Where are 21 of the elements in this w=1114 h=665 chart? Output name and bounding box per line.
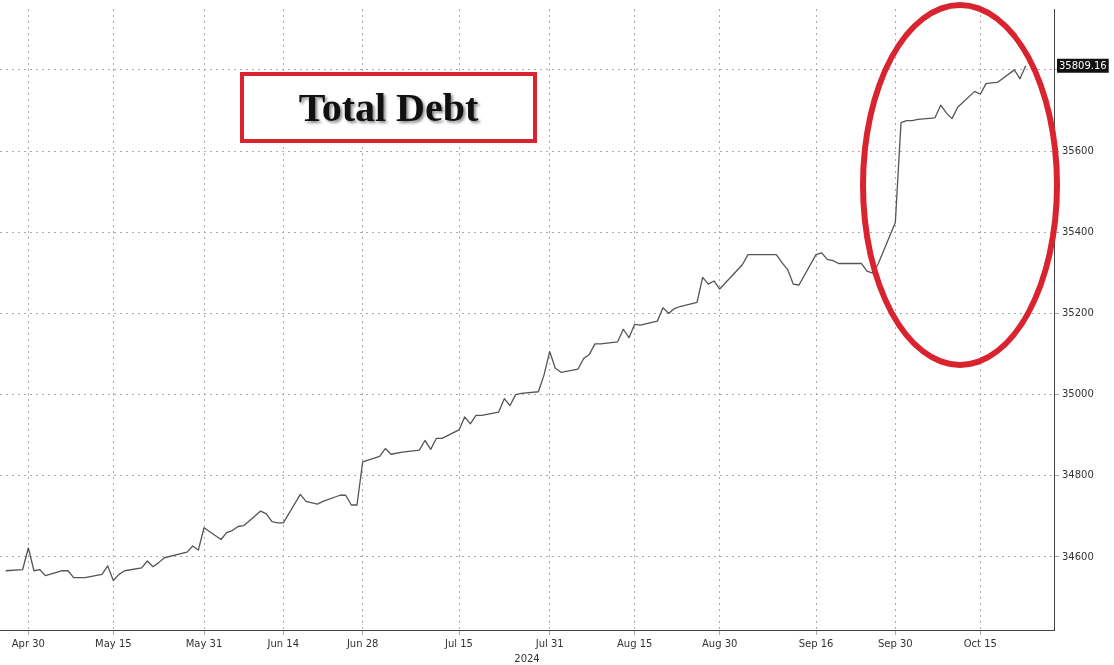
x-tick-label: Sep 30 [877,637,913,649]
x-tick-label: Jul 31 [534,637,564,649]
x-tick-label: Jul 15 [444,637,473,649]
x-tick-label: Sep 16 [798,637,834,649]
text: Total Debt [240,72,537,143]
x-tick-label: Jun 14 [266,637,300,649]
y-tick-label: 35400 [1062,225,1094,237]
x-tick-label: May 15 [95,637,132,649]
x-tick-label: Jun 28 [345,637,379,649]
y-tick-label: 34600 [1062,550,1094,562]
x-tick-label: Oct 15 [963,637,997,649]
x-axis-title: 2024 [514,652,540,664]
y-tick-label: 35200 [1062,307,1094,319]
y-tick-label: 34800 [1062,469,1094,481]
text: 35809.16 [1059,60,1107,72]
x-tick-label: Aug 30 [701,637,738,649]
y-tick-label: 35000 [1062,388,1094,400]
x-tick-label: Apr 30 [11,637,45,649]
y-tick-label: 35600 [1062,144,1094,156]
x-tick-label: Aug 15 [616,637,653,649]
x-tick-label: May 31 [185,637,223,649]
